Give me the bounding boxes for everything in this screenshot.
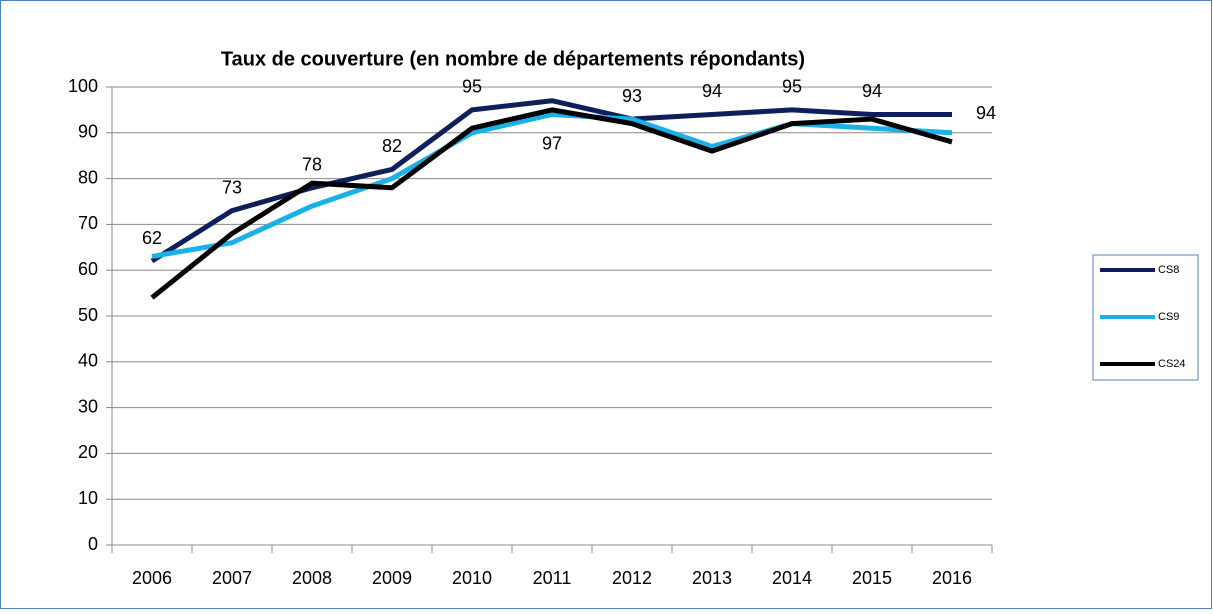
y-tick-label: 100 [68,76,98,96]
series-line [150,98,952,264]
y-tick-label: 30 [78,396,98,416]
legend-label: CS24 [1158,358,1186,370]
series-line [150,107,953,300]
data-label: 82 [382,136,402,156]
x-tick-label: 2007 [212,568,252,588]
data-label: 78 [302,155,322,175]
legend-label: CS9 [1158,311,1179,323]
x-tick-label: 2008 [292,568,332,588]
x-tick-label: 2011 [533,568,572,588]
y-tick-label: 10 [78,488,98,508]
data-label: 94 [862,81,882,101]
y-tick-label: 40 [78,351,98,371]
data-label: 62 [142,228,162,248]
x-tick-label: 2006 [132,568,172,588]
x-tick-label: 2012 [612,568,652,588]
legend-label: CS8 [1158,264,1179,276]
chart-title: Taux de couverture (en nombre de départe… [221,48,805,70]
data-label: 95 [782,77,802,97]
data-label: 93 [622,86,642,106]
data-label: 94 [976,103,996,123]
data-label: 95 [462,77,482,97]
y-tick-label: 80 [78,167,98,187]
y-tick-label: 60 [78,259,98,279]
x-tick-label: 2014 [772,568,812,588]
x-tick-label: 2010 [452,568,492,588]
y-tick-label: 20 [78,442,98,462]
y-tick-label: 0 [88,534,98,554]
y-tick-label: 70 [78,213,98,233]
x-tick-label: 2015 [852,568,892,588]
series-line [151,111,953,259]
data-label: 94 [702,81,722,101]
y-tick-label: 90 [78,122,98,142]
data-label: 97 [542,133,562,153]
x-tick-label: 2009 [372,568,412,588]
x-tick-label: 2013 [692,568,732,588]
x-tick-label: 2016 [932,568,972,588]
data-label: 73 [222,177,242,197]
y-tick-label: 50 [78,305,98,325]
